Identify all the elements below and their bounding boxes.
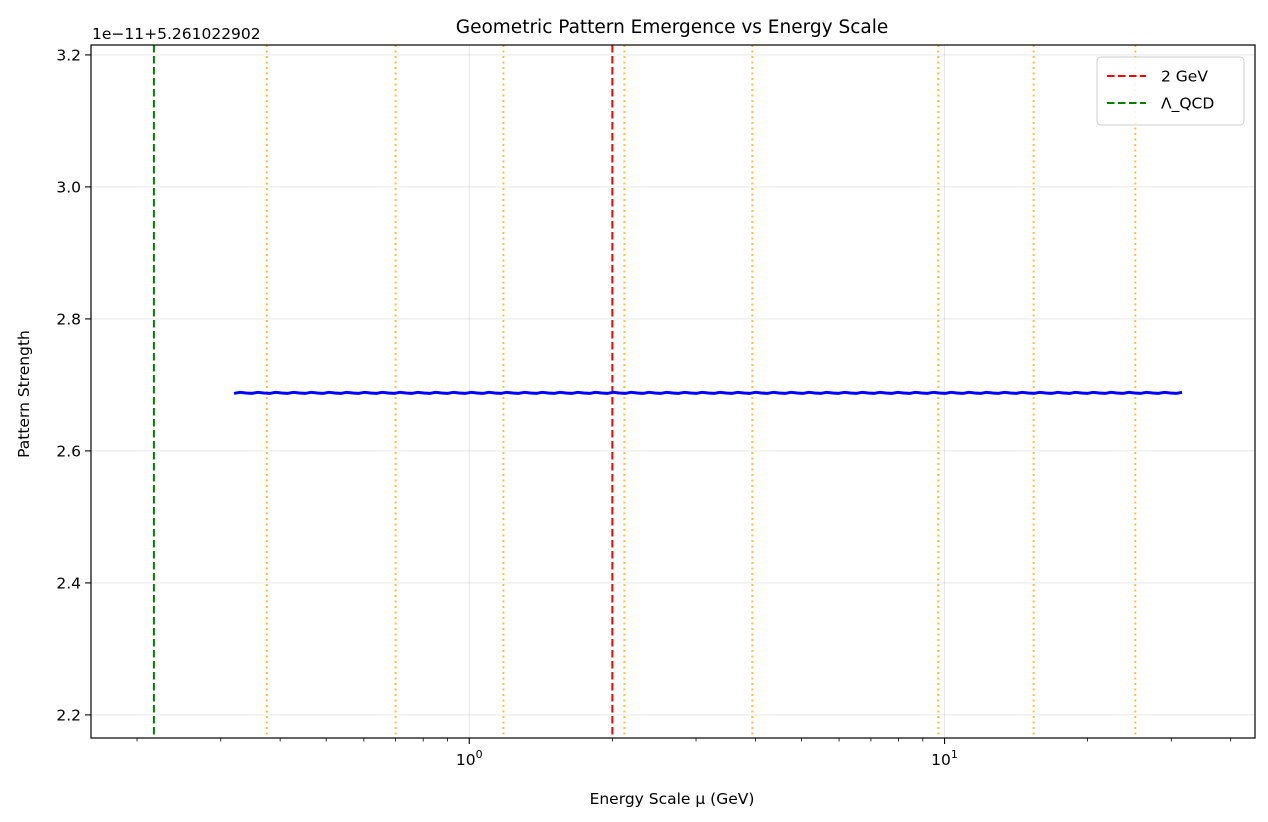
y-offset-text: 1e−11+5.261022902 <box>92 25 261 43</box>
y-tick-label: 2.2 <box>56 706 81 724</box>
legend: 2 GeV Λ_QCD <box>1096 56 1245 126</box>
y-tick-label: 3.2 <box>56 46 81 64</box>
series <box>233 390 1183 395</box>
legend-label: 2 GeV <box>1161 68 1208 86</box>
x-tick-label: 100 <box>456 748 483 769</box>
legend-label: Λ_QCD <box>1161 95 1214 114</box>
x-axis-label: Energy Scale μ (GeV) <box>590 790 755 808</box>
x-tick-label: 101 <box>931 748 958 769</box>
y-tick-label: 2.6 <box>56 442 81 460</box>
y-tick-label: 3.0 <box>56 178 81 196</box>
axes-frame <box>90 44 1256 739</box>
x-axis-ticks: 100 101 <box>136 738 1232 769</box>
y-tick-label: 2.8 <box>56 310 81 328</box>
y-axis-ticks: 2.2 2.4 2.6 2.8 3.0 3.2 <box>56 46 91 724</box>
y-tick-label: 2.4 <box>56 574 81 592</box>
y-axis-label: Pattern Strength <box>15 330 33 458</box>
series-line <box>233 390 1183 395</box>
chart-title: Geometric Pattern Emergence vs Energy Sc… <box>456 17 888 38</box>
grid <box>91 45 1255 738</box>
legend-box <box>1096 56 1245 126</box>
